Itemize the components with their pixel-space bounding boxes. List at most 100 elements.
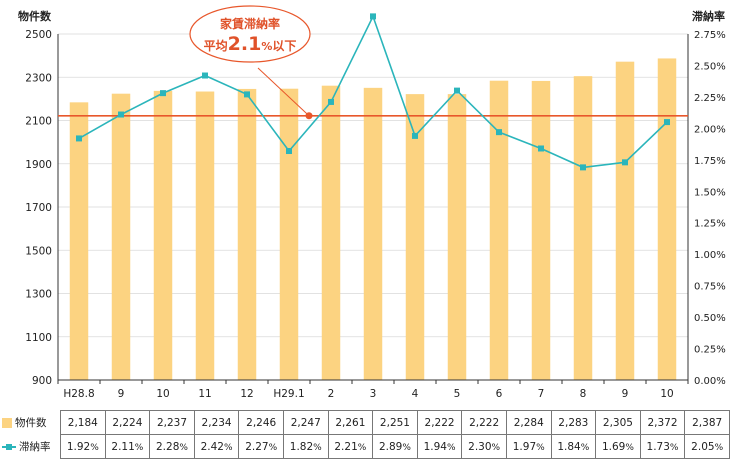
rate-cell: 2.27% — [238, 434, 284, 459]
percent-sign: % — [491, 442, 501, 453]
percent-sign: % — [357, 442, 367, 453]
count-cell: 2,246 — [238, 410, 284, 435]
bar — [321, 85, 341, 380]
rate-cell: 1.69% — [595, 434, 641, 459]
percent-sign: % — [580, 442, 590, 453]
rate-point — [244, 91, 250, 98]
rate-line-layer — [76, 13, 670, 171]
left-tick-label: 2300 — [25, 72, 52, 84]
x-tick-label: 9 — [118, 388, 125, 400]
callout-suffix: 以下 — [272, 39, 297, 53]
rate-cell: 2.42% — [193, 434, 240, 459]
rate-point — [664, 119, 670, 126]
count-cell: 2,224 — [104, 410, 151, 435]
percent-sign: % — [90, 442, 99, 453]
count-cell: 2,305 — [595, 410, 641, 435]
x-tick-label: 2 — [328, 388, 335, 400]
rate-cell: 2.28% — [149, 434, 195, 459]
data-table: 物件数 2,184 2,224 2,237 2,234 2,246 2,247 2,261 2… — [0, 410, 730, 459]
rate-point — [580, 164, 586, 171]
bars — [69, 58, 677, 381]
rate-point — [118, 111, 124, 118]
left-tick-label: 1900 — [25, 159, 52, 171]
right-tick-label: 2.75% — [694, 30, 726, 41]
right-tick-label: 2.00% — [694, 124, 726, 135]
bar — [153, 90, 173, 380]
bar — [363, 87, 383, 380]
rate-point — [496, 129, 502, 136]
right-tick-label: 0.25% — [694, 345, 726, 356]
count-cell: 2,184 — [60, 410, 106, 435]
rate-cell: 1.73% — [639, 434, 686, 459]
x-tick-label: 4 — [412, 388, 419, 400]
rate-point — [328, 98, 334, 105]
percent-sign: % — [313, 442, 322, 453]
rate-point — [454, 87, 460, 94]
x-tick-label: 9 — [622, 388, 629, 400]
right-tick-label: 2.25% — [694, 93, 726, 104]
x-tick-label: 12 — [240, 388, 253, 400]
callout-prefix: 平均 — [203, 39, 228, 53]
legend-bar-label: 物件数 — [0, 411, 61, 435]
percent-sign: % — [134, 442, 144, 453]
count-cell: 2,237 — [149, 410, 195, 435]
line-swatch-icon — [2, 442, 16, 452]
count-cell: 2,261 — [327, 410, 374, 435]
combo-chart: 900 1100 1300 1500 1700 1900 2100 2300 2500 0.00%… — [25, 13, 726, 400]
x-tick-label: 5 — [454, 388, 461, 400]
left-tick-label: 1100 — [25, 332, 52, 344]
count-cell: 2,251 — [372, 410, 418, 435]
left-tick-label: 2500 — [25, 29, 52, 41]
percent-sign: % — [669, 442, 679, 453]
count-cell: 2,372 — [639, 410, 686, 435]
callout-pointer — [257, 67, 310, 117]
rate-point — [622, 159, 628, 166]
right-tick-label: 1.75% — [694, 156, 726, 167]
table-row-line-series: 滞納率 1.92% 2.11% 2.28% 2.42% 2.27% 1.82% 2.21% 2… — [0, 434, 730, 459]
right-tick-label: 0.00% — [694, 376, 726, 387]
right-tick-label: 1.00% — [694, 250, 726, 261]
axes — [57, 34, 689, 384]
x-tick-label: 8 — [580, 388, 587, 400]
rate-cell: 1.94% — [416, 434, 463, 459]
bar — [573, 76, 593, 380]
left-tick-label: 1300 — [25, 289, 52, 301]
rate-cell: 2.11% — [104, 434, 151, 459]
bar — [111, 93, 131, 380]
callout-anchor-dot — [305, 112, 313, 120]
bar — [195, 91, 215, 381]
rate-cell: 1.82% — [282, 434, 329, 459]
count-cell: 2,284 — [505, 410, 552, 435]
count-cell: 2,222 — [461, 410, 507, 435]
rate-point — [412, 132, 418, 139]
x-tick-label: 11 — [198, 388, 211, 400]
x-tick-label: H28.8 — [63, 388, 94, 400]
rate-cell: 1.97% — [505, 434, 552, 459]
percent-sign: % — [536, 442, 545, 453]
count-cell: 2,222 — [416, 410, 463, 435]
x-tick-label: 10 — [156, 388, 169, 400]
percent-sign: % — [402, 442, 411, 453]
count-cell: 2,247 — [282, 410, 329, 435]
left-tick-label: 1500 — [25, 245, 52, 257]
rate-cell: 1.92% — [60, 434, 106, 459]
left-axis-title: 物件数 — [18, 10, 51, 23]
x-tick-label: 6 — [496, 388, 503, 400]
rate-cell: 2.05% — [684, 434, 730, 459]
callout-bubble-shape — [189, 5, 311, 63]
bar — [279, 88, 299, 381]
bar — [615, 61, 635, 381]
callout-value: 2.1 — [227, 33, 262, 55]
right-axis-title: 滞納率 — [692, 10, 725, 23]
callout-value-line: 平均2.1%以下 — [188, 33, 312, 55]
right-tick-label: 2.50% — [694, 61, 726, 72]
x-tick-label: 7 — [538, 388, 545, 400]
rate-point — [76, 135, 82, 142]
percent-sign: % — [446, 442, 456, 453]
bar — [405, 94, 425, 381]
left-tick-label: 900 — [32, 375, 52, 387]
bar — [489, 80, 509, 381]
rate-point — [202, 72, 208, 79]
count-cell: 2,234 — [193, 410, 240, 435]
x-tick-label: H29.1 — [273, 388, 304, 400]
